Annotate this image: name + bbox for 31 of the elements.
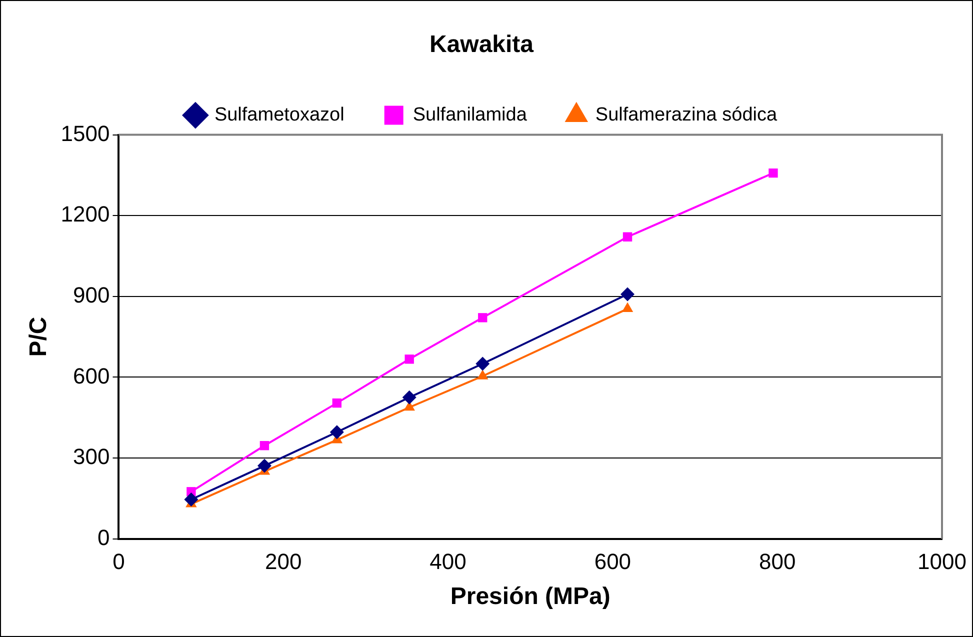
y-tick-label: 1200 [60,202,110,227]
y-tick-label: 0 [97,524,110,550]
point [476,356,490,371]
legend-label: Sulfanilamida [412,104,528,126]
x-tick-label: 200 [265,549,302,574]
y-tick-label: 900 [73,282,110,308]
point [330,425,344,440]
y-tick-label: 300 [73,444,110,470]
x-axis-title: Presión (MPa) [450,583,610,610]
y-tick-label: 600 [73,363,110,388]
legend-label: Sulfametoxazol [214,104,344,126]
point [478,313,488,322]
y-tick-label: 1500 [60,120,110,146]
point [476,370,488,380]
point [184,492,198,506]
point [402,390,416,404]
point [768,168,778,178]
point [622,302,634,312]
point [622,232,632,242]
legend-label: Sulfamerazina sódica [595,104,778,126]
chart-title: Kawakita [429,31,534,58]
point [257,458,272,473]
x-tick-label: 1000 [918,549,966,574]
x-tick-label: 600 [594,549,632,574]
x-tick-label: 400 [430,549,466,574]
point [260,441,270,450]
y-axis-title: P/C [25,316,52,357]
point [620,287,635,302]
x-tick-label: 800 [758,549,796,574]
point [332,398,342,408]
point [404,354,414,364]
